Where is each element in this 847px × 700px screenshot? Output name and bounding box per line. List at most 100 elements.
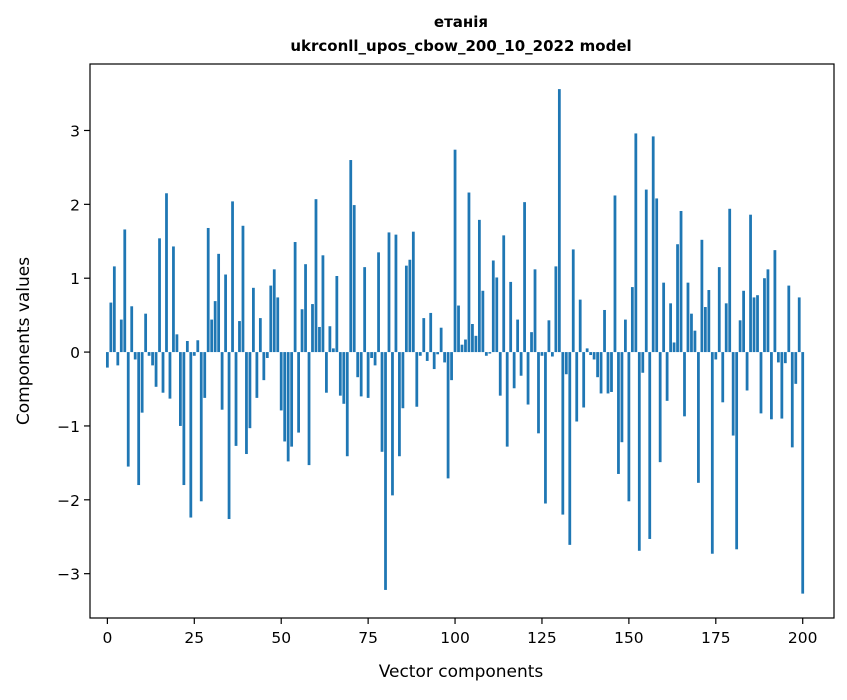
bar <box>571 249 575 353</box>
bar <box>498 352 502 396</box>
bar <box>460 344 464 353</box>
bar <box>415 352 419 407</box>
bar <box>345 352 349 457</box>
bar <box>721 352 725 403</box>
bar <box>137 352 141 486</box>
bar <box>592 352 596 360</box>
bar <box>665 352 669 401</box>
bar <box>491 260 495 353</box>
bar <box>304 264 307 353</box>
bar <box>603 309 606 353</box>
bar <box>443 352 447 363</box>
bar <box>234 352 238 446</box>
bar <box>349 160 353 353</box>
bar <box>307 352 311 466</box>
bar <box>279 352 283 411</box>
bar <box>432 352 436 370</box>
bar <box>227 352 231 520</box>
bar <box>700 239 704 353</box>
bar <box>745 352 749 391</box>
bar <box>634 133 638 353</box>
bar <box>123 229 127 353</box>
bar <box>116 352 120 366</box>
bar <box>252 287 255 353</box>
bar <box>453 149 457 353</box>
bar <box>231 201 234 353</box>
bar <box>648 352 652 539</box>
y-tick-label: 3 <box>70 122 80 140</box>
bar <box>391 352 394 496</box>
bar <box>370 352 373 358</box>
bar <box>801 352 805 594</box>
chart-subtitle: ukrconll_upos_cbow_200_10_2022 model <box>290 37 631 55</box>
x-tick-label: 100 <box>440 629 470 647</box>
bar <box>335 276 339 353</box>
bar <box>568 352 572 545</box>
bar <box>547 320 551 353</box>
bar <box>286 352 290 462</box>
bar <box>794 352 798 384</box>
bar <box>325 352 328 393</box>
bar <box>425 352 429 361</box>
bar <box>109 302 113 353</box>
bar <box>422 318 426 353</box>
bar <box>224 274 227 353</box>
bar <box>168 352 172 399</box>
bar <box>276 297 280 353</box>
bar <box>352 205 356 353</box>
bar <box>439 327 443 353</box>
bar <box>217 253 221 353</box>
bar <box>686 282 690 353</box>
bar <box>206 227 210 353</box>
bar <box>429 312 433 353</box>
bar <box>213 301 217 353</box>
bar <box>763 278 766 353</box>
bar <box>641 352 645 373</box>
bar <box>735 352 739 550</box>
bar <box>512 352 516 389</box>
y-tick-label: −1 <box>57 418 80 436</box>
bar <box>783 352 787 364</box>
bar <box>165 193 168 353</box>
bar <box>265 352 269 358</box>
bar <box>366 352 370 398</box>
bar <box>401 352 405 409</box>
bar <box>676 244 679 353</box>
bar <box>484 352 488 356</box>
bar <box>537 352 540 434</box>
bar <box>112 266 116 353</box>
bar <box>373 352 377 366</box>
bar <box>523 202 526 353</box>
bar <box>544 352 547 504</box>
bar <box>766 269 770 353</box>
bar <box>710 352 714 554</box>
bar <box>693 330 697 353</box>
bar <box>669 303 672 353</box>
bar <box>359 352 363 397</box>
bar <box>189 352 193 518</box>
bar <box>172 246 175 353</box>
bar <box>471 324 474 353</box>
bar <box>495 277 499 353</box>
bar <box>328 326 332 353</box>
bar <box>321 255 325 353</box>
x-axis-label: Vector components <box>379 662 544 682</box>
bar <box>147 352 151 356</box>
bar <box>582 352 586 408</box>
bar <box>241 225 245 353</box>
bar <box>130 306 134 353</box>
bar <box>450 352 453 381</box>
bar <box>752 297 756 353</box>
bar <box>411 231 415 353</box>
y-tick-label: −3 <box>57 566 80 584</box>
bar <box>318 326 321 353</box>
x-tick-label: 175 <box>701 629 731 647</box>
bar <box>773 250 777 353</box>
bar <box>380 352 384 452</box>
bar <box>620 352 624 443</box>
bar <box>133 352 137 360</box>
bar <box>526 352 530 405</box>
y-tick-label: 1 <box>70 270 80 288</box>
bar <box>533 269 537 353</box>
